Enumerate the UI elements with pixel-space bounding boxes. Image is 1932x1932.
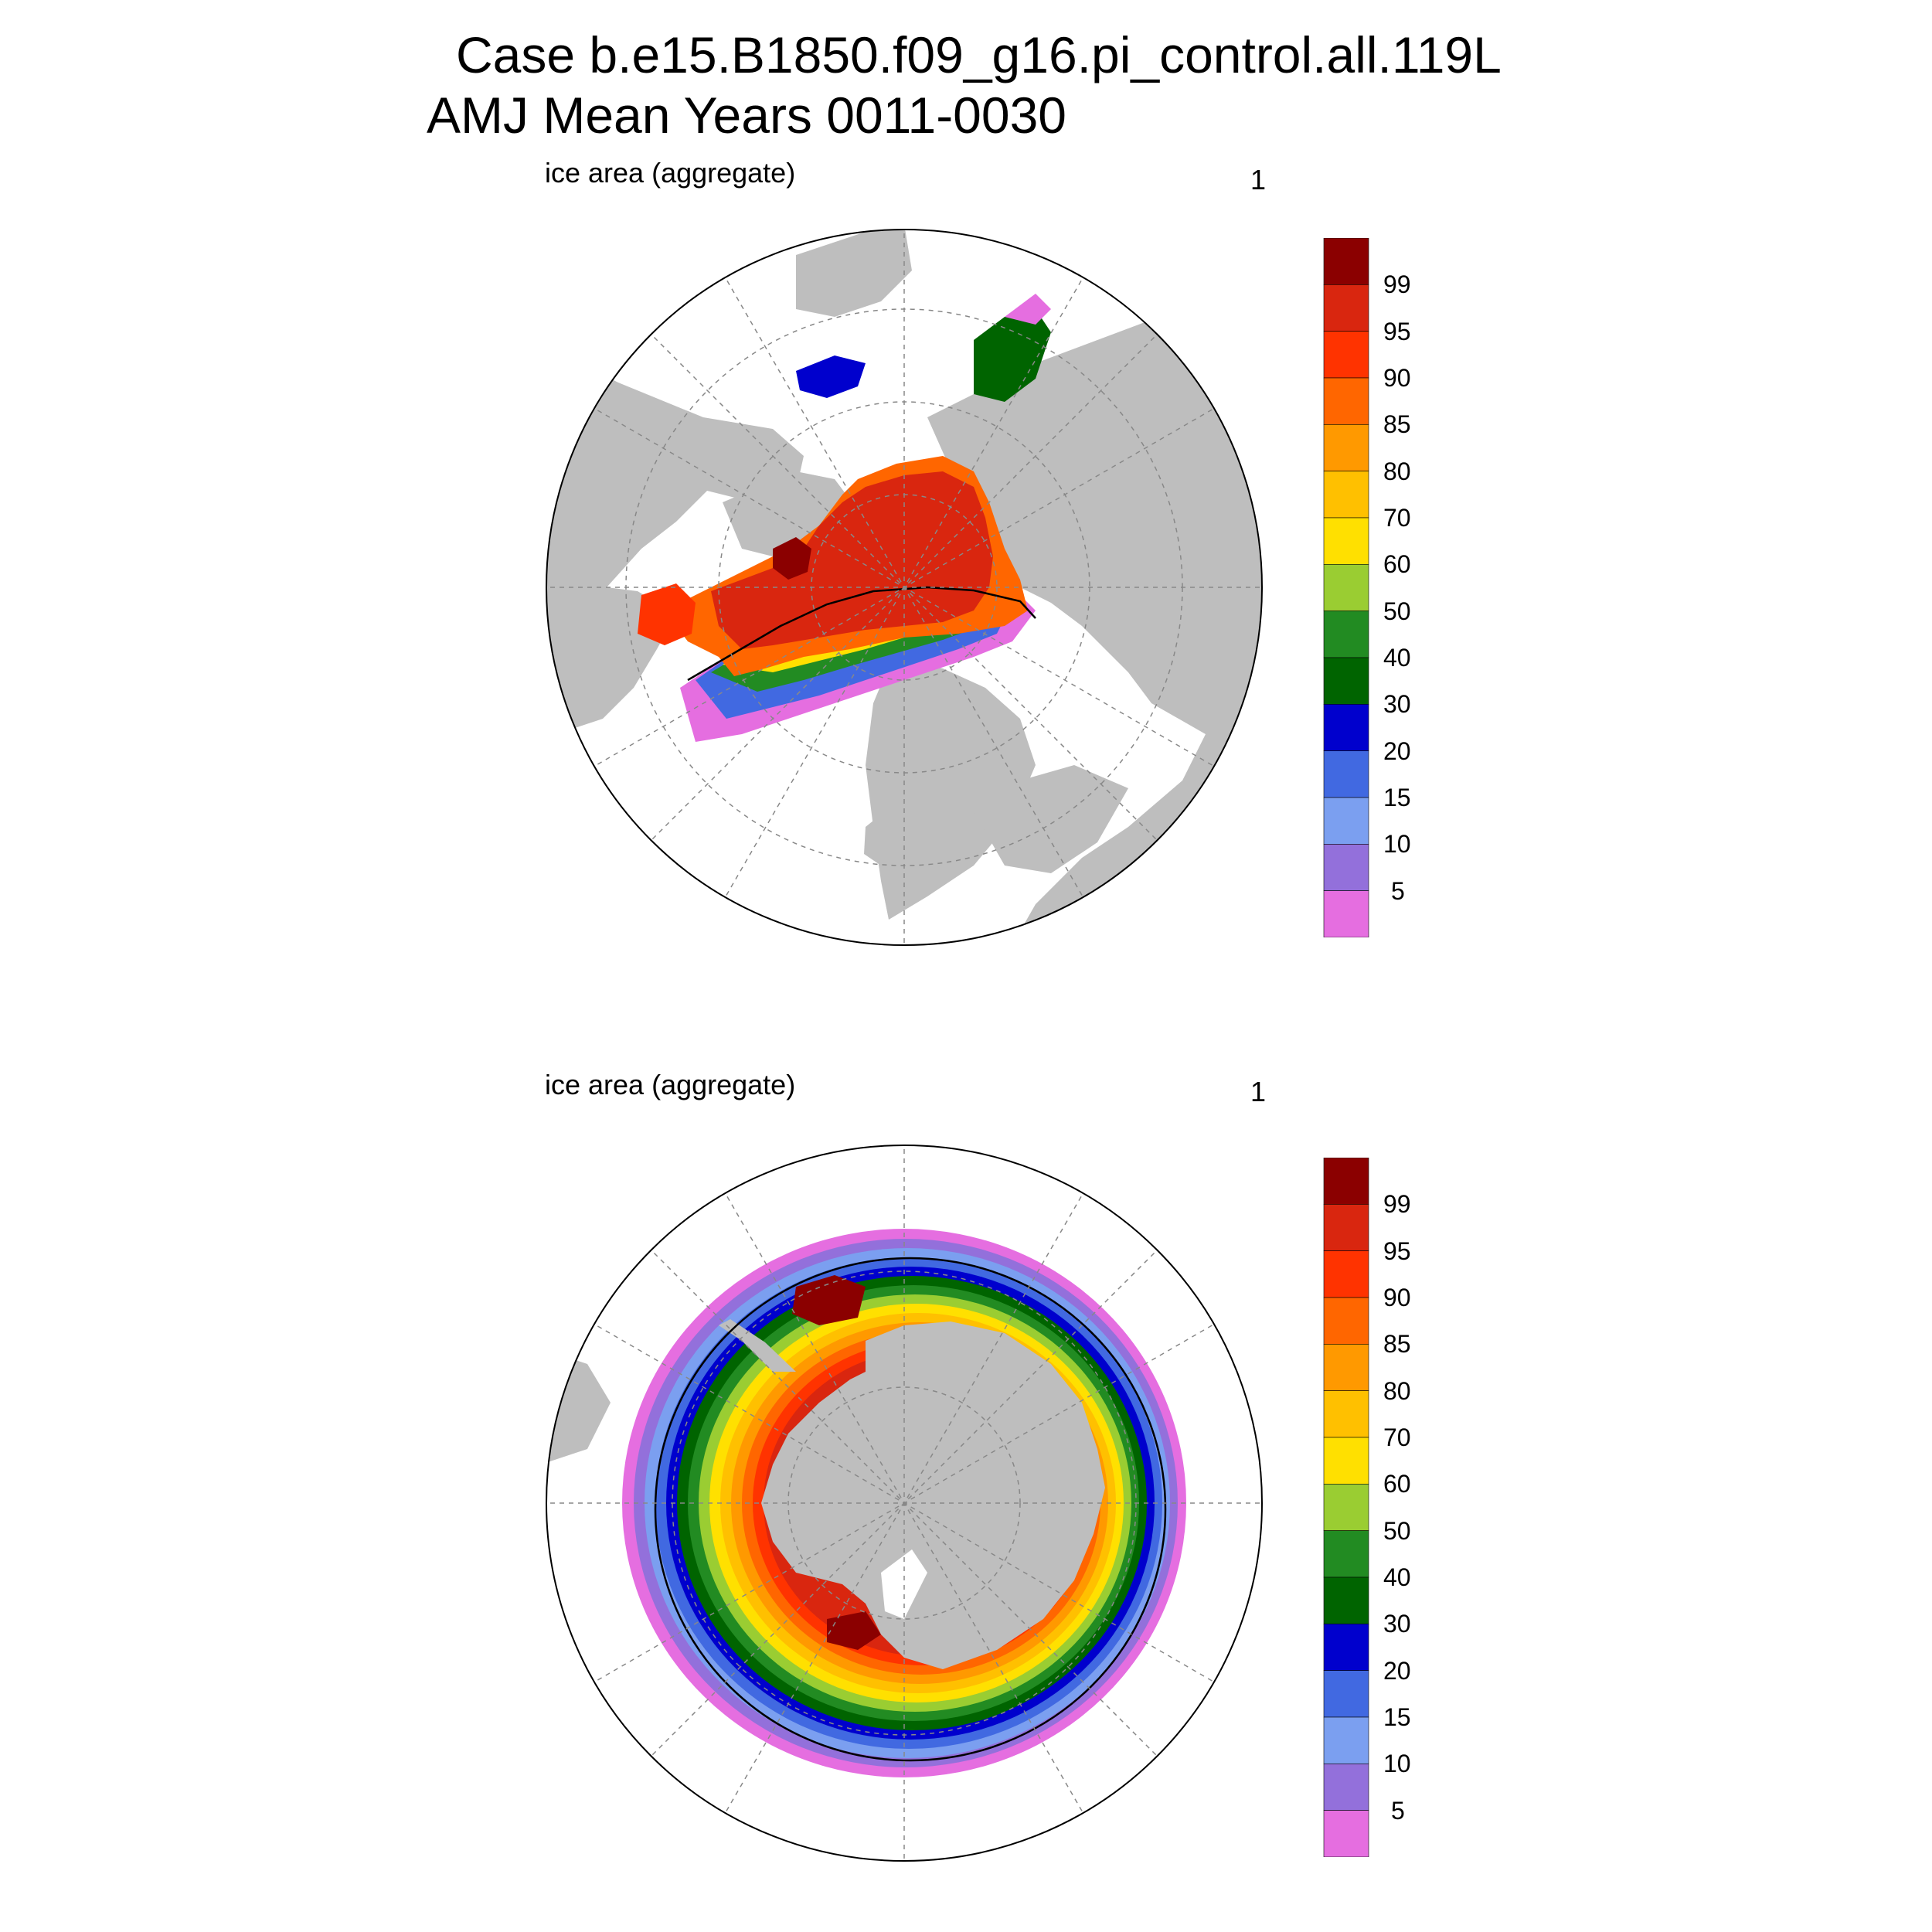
colorbar-north-box	[1323, 657, 1369, 705]
colorbar-south-tick-label: 70	[1383, 1423, 1411, 1451]
graticule-south	[546, 1145, 1262, 1861]
colorbar-south-box	[1323, 1716, 1369, 1764]
colorbar-north-tick-label: 99	[1383, 270, 1411, 299]
ice-okhotsk-edge	[1005, 294, 1051, 325]
colorbar-north-tick-label: 5	[1391, 876, 1405, 905]
land-north-america	[546, 340, 804, 734]
colorbar-north-tick-label: 15	[1383, 784, 1411, 811]
graticule-north	[546, 230, 1262, 945]
colorbar-north-box	[1323, 424, 1369, 471]
colorbar-south-box	[1323, 1577, 1369, 1624]
colorbar-south-box	[1323, 1530, 1369, 1578]
colorbar-north-box	[1323, 284, 1369, 332]
land-antarctica	[761, 1321, 1105, 1669]
colorbar-south-tick-label: 30	[1383, 1610, 1411, 1638]
north-polar-map	[546, 229, 1263, 946]
colorbar-south-tick-label: 10	[1383, 1750, 1411, 1778]
colorbar-south-box	[1323, 1204, 1369, 1251]
colorbar-north-tick-label: 85	[1383, 410, 1411, 439]
colorbar-south-tick-label: 95	[1383, 1236, 1411, 1265]
colorbar-south-box	[1323, 1344, 1369, 1391]
colorbar-north-box	[1323, 797, 1369, 845]
colorbar-north-tick-label: 60	[1383, 550, 1411, 579]
south-polar-map	[546, 1145, 1263, 1862]
colorbar-north-box	[1323, 890, 1369, 937]
panel-south-number: 1	[1250, 1076, 1267, 1107]
colorbar-north-tick-label: 80	[1383, 457, 1411, 485]
colorbar-north-box	[1323, 238, 1369, 285]
panel-south-label: ice area (aggregate)	[545, 1069, 796, 1100]
land-alaska	[796, 230, 912, 317]
ice-edge-contour-south	[654, 1257, 1167, 1762]
colorbar-south-box	[1323, 1297, 1369, 1345]
panel-north-label: ice area (aggregate)	[545, 157, 796, 189]
land-europe	[974, 765, 1128, 873]
ice-shelf-ross	[881, 1549, 927, 1619]
land-british-isles	[864, 811, 893, 866]
colorbar-south-tick-label: 80	[1383, 1376, 1411, 1405]
colorbar-south-box	[1323, 1437, 1369, 1485]
panel-north-number: 1	[1250, 164, 1267, 196]
colorbar-north-tick-label: 30	[1383, 690, 1411, 719]
colorbar-south-box	[1323, 1484, 1369, 1531]
colorbar-south-tick-label: 15	[1383, 1703, 1411, 1731]
colorbar-south-tick-label: 60	[1383, 1470, 1411, 1498]
colorbar-north-tick-label: 20	[1383, 736, 1411, 765]
colorbar-south-tick-label: 20	[1383, 1656, 1411, 1685]
ice-weddell-dark	[792, 1275, 866, 1325]
colorbar-south-box	[1323, 1670, 1369, 1718]
colorbar-north-tick-label: 10	[1383, 830, 1411, 859]
colorbar-north-tick-label: 50	[1383, 597, 1411, 625]
land-greenland	[866, 657, 1036, 920]
colorbar-north-box	[1323, 517, 1369, 565]
colorbar-north-box	[1323, 331, 1369, 379]
figure-title-case: Case b.e15.B1850.f09_g16.pi_control.all.…	[456, 26, 1502, 83]
colorbar-north-box	[1323, 471, 1369, 519]
colorbar-north-box	[1323, 611, 1369, 658]
colorbar-south-tick-label: 40	[1383, 1563, 1411, 1591]
ice-bering-band	[796, 355, 866, 398]
colorbar-south	[1323, 1158, 1369, 1857]
colorbar-north-box	[1323, 750, 1369, 798]
land-eurasia	[927, 309, 1262, 945]
colorbar-south-box	[1323, 1158, 1369, 1205]
colorbar-south-tick-label: 99	[1383, 1190, 1411, 1219]
colorbar-south-box	[1323, 1250, 1369, 1298]
colorbar-south-box	[1323, 1624, 1369, 1671]
ice-hudson-bay	[638, 583, 696, 645]
colorbar-north-box	[1323, 844, 1369, 891]
colorbar-north-box	[1323, 377, 1369, 425]
land-antarctic-peninsula	[719, 1319, 796, 1372]
colorbar-north-tick-label: 70	[1383, 504, 1411, 532]
colorbar-north-box	[1323, 564, 1369, 611]
colorbar-south-tick-label: 5	[1391, 1796, 1405, 1825]
ice-dark-archipelago	[773, 537, 811, 580]
colorbar-south-tick-label: 85	[1383, 1330, 1411, 1359]
colorbar-south-box	[1323, 1764, 1369, 1811]
ice-edge-contour-north	[687, 586, 1036, 682]
colorbar-north	[1323, 238, 1369, 937]
ice-ross-dark	[827, 1611, 881, 1650]
ice-okhotsk-band	[974, 309, 1051, 402]
colorbar-north-tick-label: 95	[1383, 317, 1411, 345]
ice-core-red	[711, 471, 993, 649]
colorbar-south-box	[1323, 1810, 1369, 1857]
colorbar-north-tick-label: 40	[1383, 644, 1411, 672]
figure-title-period: AMJ Mean Years 0011-0030	[427, 87, 1066, 144]
colorbar-north-tick-label: 90	[1383, 364, 1411, 392]
colorbar-south-tick-label: 90	[1383, 1284, 1411, 1311]
colorbar-north-box	[1323, 704, 1369, 751]
colorbar-south-box	[1323, 1390, 1369, 1438]
colorbar-south-tick-label: 50	[1383, 1516, 1411, 1545]
